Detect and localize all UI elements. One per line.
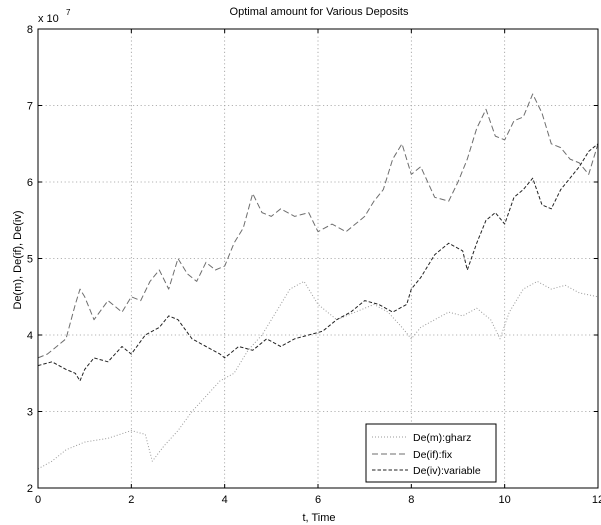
y-axis-label: De(m), De(if), De(iv): [12, 211, 24, 310]
legend: De(m):gharz De(if):fix De(iv):variable: [365, 423, 497, 483]
y-tick-label: 6: [27, 177, 33, 189]
x-tick-label: 12: [592, 494, 601, 506]
x-tick-label: 4: [222, 494, 228, 506]
legend-label-variable: De(iv):variable: [413, 465, 481, 477]
legend-label-gharz: De(m):gharz: [413, 432, 471, 444]
y-multiplier-exponent: 7: [66, 8, 71, 17]
y-tick-label: 7: [27, 101, 33, 113]
x-tick-label: 2: [128, 494, 134, 506]
grid: [38, 29, 598, 488]
chart-title: Optimal amount for Various Deposits: [230, 6, 409, 18]
axis-ticks: 0246810122345678: [27, 24, 601, 506]
x-axis-label: t, Time: [302, 512, 335, 524]
x-tick-label: 6: [315, 494, 321, 506]
y-multiplier-base: x 10: [38, 13, 59, 25]
legend-box: [365, 423, 497, 483]
x-tick-label: 8: [408, 494, 414, 506]
y-tick-label: 2: [27, 483, 33, 495]
series-line-fix: [37, 93, 599, 359]
x-tick-label: 10: [499, 494, 511, 506]
y-tick-label: 4: [27, 330, 33, 342]
x-tick-label: 0: [35, 494, 41, 506]
y-tick-label: 8: [27, 24, 33, 36]
y-tick-label: 3: [27, 407, 33, 419]
y-axis-multiplier: x 10 7: [38, 8, 71, 25]
y-tick-label: 5: [27, 254, 33, 266]
legend-label-fix: De(if):fix: [413, 449, 453, 461]
series-line-variable: [37, 143, 599, 382]
plot-lines: [37, 93, 599, 470]
